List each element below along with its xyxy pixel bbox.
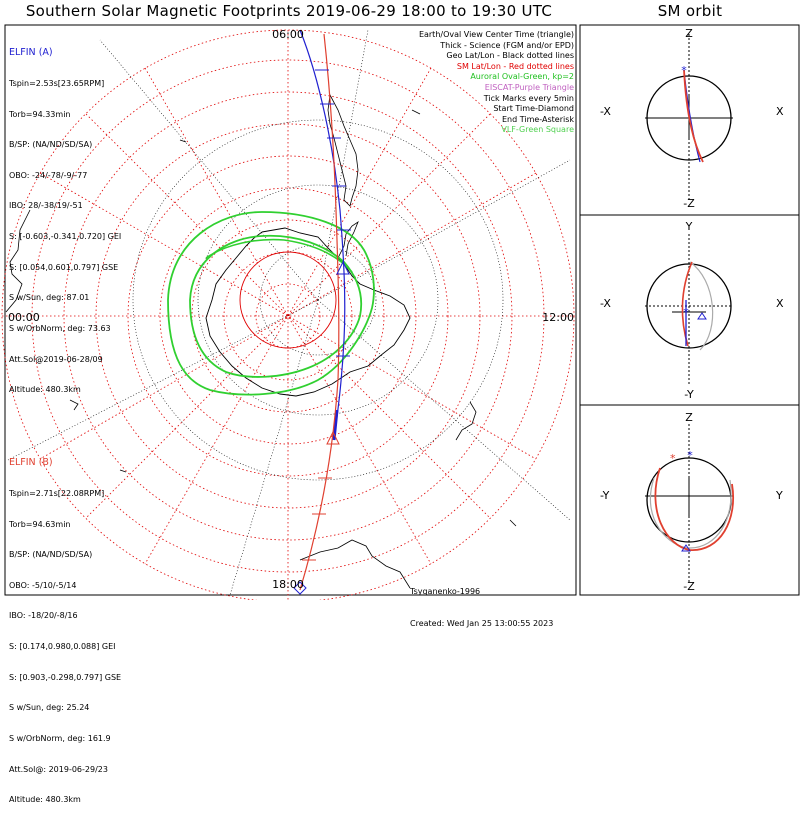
elfin-a-line: S w/OrbNorm, deg: 73.63 <box>9 323 111 333</box>
elfin-a-line: OBO: -24/-78/-9/-77 <box>9 170 88 180</box>
sm1-left-label: -X <box>600 105 611 118</box>
sm-panel-yz: * * Z -Z -Y Y <box>600 411 783 593</box>
elfin-b-line: OBO: -5/10/-5/14 <box>9 580 77 590</box>
antarctica-coastline <box>205 227 411 397</box>
model-label: Tsyganenko-1996 <box>410 587 481 596</box>
elfin-b-line: Att.Sol@: 2019-06-29/23 <box>9 764 108 774</box>
elfin-b-line: Torb=94.63min <box>9 519 71 529</box>
sm2-top-label: Y <box>685 220 693 233</box>
elfin-a-line: S w/Sun, deg: 87.01 <box>9 293 90 303</box>
time-label-left: 00:00 <box>8 311 40 324</box>
elfin-b-line: S w/Sun, deg: 25.24 <box>9 703 90 713</box>
elfin-b-line: Altitude: 480.3km <box>9 795 81 805</box>
legend-item: SM Lat/Lon - Red dotted lines <box>456 61 574 71</box>
plot-title: Southern Solar Magnetic Footprints 2019-… <box>25 2 553 20</box>
elfin-b-line: IBO: -18/20/-8/16 <box>9 611 78 621</box>
elfin-a-line: Tspin=2.53s[23.65RPM] <box>9 79 105 89</box>
elfin-a-line: Att.Sol@2019-06-28/09 <box>9 354 103 364</box>
elfin-b-line: B/SP: (NA/ND/SD/SA) <box>9 550 93 560</box>
svg-text:*: * <box>670 452 676 465</box>
sm2-bottom-label: -Y <box>684 388 694 401</box>
elfin-b-line: Tspin=2.71s[22.08RPM] <box>9 489 105 499</box>
auroral-oval-outer <box>167 211 375 396</box>
legend-item: Geo Lat/Lon - Black dotted lines <box>446 51 574 61</box>
sm3-bottom-label: -Z <box>683 580 695 593</box>
legend-item: End Time-Asterisk <box>501 114 574 124</box>
footer: Tsyganenko-1996 Created: Wed Jan 25 13:0… <box>410 566 553 640</box>
svg-text:*: * <box>687 449 693 462</box>
islands <box>69 109 517 527</box>
time-label-top: 06:00 <box>272 28 304 41</box>
new-zealand-coast <box>455 401 477 441</box>
elfin-b-line: S w/OrbNorm, deg: 161.9 <box>9 733 111 743</box>
elfin-b-track <box>299 33 340 591</box>
svg-text:*: * <box>683 306 689 319</box>
svg-text:*: * <box>681 64 687 77</box>
elfin-b-info: ELFIN (B) Tspin=2.71s[22.08RPM] Torb=94.… <box>9 438 121 816</box>
elfin-a-header: ELFIN (A) <box>9 47 53 59</box>
elfin-a-line: B/SP: (NA/ND/SD/SA) <box>9 140 93 150</box>
elfin-a-line: Torb=94.33min <box>9 109 71 119</box>
auroral-oval-arc <box>205 238 353 273</box>
legend: Earth/Oval View Center Time (triangle) T… <box>419 30 574 136</box>
map-frame <box>4 24 577 596</box>
elfin-b-ticks <box>302 477 332 561</box>
sm3-right-label: Y <box>775 489 783 502</box>
elfin-a-line: S: [0.054,0.601,0.797] GSE <box>9 262 119 272</box>
geo-latlon-lines <box>7 29 571 596</box>
sm-longitude-lines <box>2 30 574 600</box>
sm-frame <box>579 24 800 596</box>
elfin-b-line: S: [0.174,0.980,0.088] GEI <box>9 642 116 652</box>
time-label-right: 12:00 <box>542 311 574 324</box>
sm1-top-label: Z <box>685 27 693 40</box>
legend-item: Thick - Science (FGM and/or EPD) <box>440 40 574 50</box>
elfin-a-line: S: [-0.603,-0.341,0.720] GEI <box>9 232 122 242</box>
legend-item: Earth/Oval View Center Time (triangle) <box>418 30 574 39</box>
sm-latitude-circles <box>1 29 575 600</box>
footprint-figure: 06:00 18:00 00:00 12:00 * Z -Z -X X * Y … <box>1 24 800 600</box>
sm1-bottom-label: -Z <box>683 197 695 210</box>
elfin-b-header: ELFIN (B) <box>9 457 53 469</box>
sm2-right-label: X <box>776 297 784 310</box>
elfin-b-center-triangle <box>326 430 340 445</box>
legend-item: Auroral Oval-Green, kp=2 <box>470 72 574 82</box>
elfin-b-line: S: [0.903,-0.298,0.797] GSE <box>9 672 122 682</box>
elfin-a-info: ELFIN (A) Tspin=2.53s[23.65RPM] Torb=94.… <box>9 28 121 406</box>
sm1-right-label: X <box>776 105 784 118</box>
sm2-left-label: -X <box>600 297 611 310</box>
legend-item: EISCAT-Purple Triangle <box>484 82 574 92</box>
elfin-a-line: Altitude: 480.3km <box>9 385 81 395</box>
elfin-a-ticks <box>315 69 351 357</box>
antarctic-peninsula <box>337 220 359 259</box>
legend-item: Tick Marks every 5min <box>483 93 574 103</box>
africa-tip <box>5 209 31 313</box>
sm-polar-cap-circle <box>239 251 337 349</box>
australia-coast <box>299 539 411 589</box>
legend-item: Start Time-Diamond <box>493 104 574 114</box>
sm-panel-xy: * Y -Y -X X <box>600 220 784 401</box>
legend-item: VLF-Green Square <box>501 125 574 135</box>
elfin-start-diamond <box>293 581 307 595</box>
sm3-top-label: Z <box>685 411 693 424</box>
time-label-bottom: 18:00 <box>272 578 304 591</box>
created-label: Created: Wed Jan 25 13:00:55 2023 <box>410 618 554 628</box>
sm-panel-xz: * Z -Z -X X <box>600 27 784 210</box>
sm3-left-label: -Y <box>600 489 610 502</box>
auroral-oval-inner <box>189 234 363 378</box>
polar-map: 06:00 18:00 00:00 12:00 <box>1 28 575 600</box>
elfin-a-line: IBO: 28/-38/19/-51 <box>9 201 83 211</box>
sm-orbit-title: SM orbit <box>657 2 723 20</box>
elfin-a-center-triangle <box>336 260 350 275</box>
